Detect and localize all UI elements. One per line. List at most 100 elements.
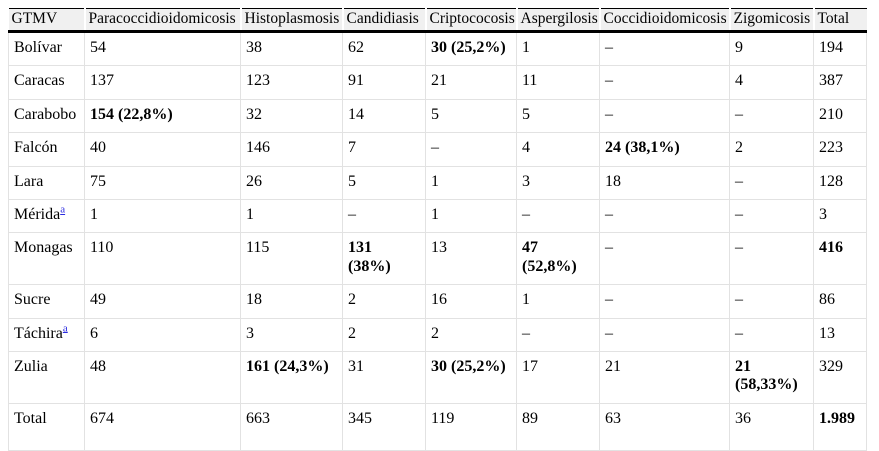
- table-row-merida: Méridaa 1 1–1– – –3: [8, 198, 867, 234]
- table-cell: 345: [342, 402, 426, 451]
- row-label: Falcón: [8, 132, 85, 167]
- table-cell: 54: [84, 30, 241, 67]
- row-label: Táchiraa: [8, 317, 85, 352]
- table-body: Bolívar 54 38 62 30 (25,2%) 1–9 194 Caracas 137 1…: [8, 30, 867, 451]
- table-cell: 115: [240, 232, 343, 286]
- row-label: Méridaa: [8, 198, 85, 234]
- table-cell: 24 (38,1%): [599, 132, 730, 167]
- table-cell: 1: [425, 198, 517, 234]
- table-cell: 4: [516, 132, 600, 167]
- column-header-candidiasis: Candidiasis: [341, 8, 427, 33]
- row-label: Zulia: [8, 350, 85, 404]
- table-header: GTMV Paracoccidioidomicosis Histoplasmosis…: [8, 8, 867, 33]
- table-cell: 49: [84, 284, 241, 319]
- footnote-link[interactable]: a: [60, 203, 66, 216]
- row-label-text: Falcón: [14, 139, 58, 157]
- table-cell: 416: [813, 232, 867, 286]
- table-cell: 1: [516, 30, 600, 67]
- table-row-monagas: Monagas 110 115 131 (38%) 13 47 (52,8%) – –416: [8, 232, 867, 286]
- table-cell: 128: [813, 165, 867, 200]
- table-cell: 154 (22,8%): [84, 98, 241, 134]
- table-row-bolivar: Bolívar 54 38 62 30 (25,2%) 1–9 194: [8, 30, 867, 67]
- table-row-carabobo: Carabobo 154 (22,8%) 32 14 5 5– –210: [8, 98, 867, 134]
- table-cell: –: [599, 98, 730, 134]
- column-header-gtmv: GTMV: [8, 8, 86, 33]
- row-label-text: Caracas: [14, 72, 65, 90]
- row-label-text: Lara: [14, 172, 44, 190]
- table-cell: 5: [425, 98, 517, 134]
- table-cell: 6: [84, 317, 241, 352]
- column-header-coccidioidomicosis: Coccidioidomicosis: [598, 8, 731, 33]
- table-cell: –: [729, 284, 814, 319]
- table-row-zulia: Zulia 48 161 (24,3%) 31 30 (25,2%) 17 21 21 (58…: [8, 350, 867, 404]
- header-row: GTMV Paracoccidioidomicosis Histoplasmosis…: [8, 8, 867, 33]
- table-cell: 75: [84, 165, 241, 200]
- row-label: Total: [8, 402, 85, 451]
- table-cell: 2: [342, 284, 426, 319]
- footnote-marker: a: [60, 204, 65, 216]
- footnote-link[interactable]: a: [62, 322, 68, 335]
- table-cell: 18: [240, 284, 343, 319]
- table-cell: 123: [240, 65, 343, 100]
- table-cell: 223: [813, 132, 867, 167]
- table-cell: 30 (25,2%): [425, 30, 517, 67]
- table-row-caracas: Caracas 137 123 91 21 11–4 387: [8, 65, 867, 100]
- table-cell: –: [599, 30, 730, 67]
- table-cell: 146: [240, 132, 343, 167]
- table-cell: 38: [240, 30, 343, 67]
- row-label-text: Táchira: [14, 324, 63, 342]
- table-cell: 21: [599, 350, 730, 404]
- table-cell: 161 (24,3%): [240, 350, 343, 404]
- table-cell: 2: [425, 317, 517, 352]
- journal-table-page: GTMV Paracoccidioidomicosis Histoplasmosis…: [8, 8, 867, 451]
- mycosis-by-state-table: GTMV Paracoccidioidomicosis Histoplasmosis…: [8, 8, 867, 451]
- table-cell: 11: [516, 65, 600, 100]
- table-cell: 110: [84, 232, 241, 286]
- row-label-text: Monagas: [14, 239, 73, 257]
- table-cell: 91: [342, 65, 426, 100]
- column-header-zigomicosis: Zigomicosis: [728, 8, 815, 33]
- table-cell: 1: [516, 284, 600, 319]
- table-cell: 47 (52,8%): [516, 232, 600, 286]
- table-cell: 18: [599, 165, 730, 200]
- row-label-text: Mérida: [14, 205, 61, 223]
- table-cell: 13: [813, 317, 867, 352]
- table-cell: 131 (38%): [342, 232, 426, 286]
- table-row-tachira: Táchiraa 6 3 2 2– – –13: [8, 317, 867, 352]
- table-cell: 137: [84, 65, 241, 100]
- column-header-criptococosis: Criptococosis: [424, 8, 518, 33]
- table-cell: 26: [240, 165, 343, 200]
- table-row-sucre: Sucre 49 18 2 16 1– –86: [8, 284, 867, 319]
- row-label: Bolívar: [8, 30, 85, 67]
- table-cell: –: [599, 198, 730, 234]
- table-cell: 387: [813, 65, 867, 100]
- table-cell: –: [729, 98, 814, 134]
- row-label-text: Total: [14, 409, 47, 427]
- table-cell: 48: [84, 350, 241, 404]
- table-cell: 40: [84, 132, 241, 167]
- table-cell: –: [599, 284, 730, 319]
- table-cell: 7: [342, 132, 426, 167]
- table-cell: 63: [599, 402, 730, 451]
- table-row-total: Total 674 663 345 119 89 63 36 1.989: [8, 402, 867, 451]
- table-cell: 2: [729, 132, 814, 167]
- table-cell: 21: [425, 65, 517, 100]
- table-cell: –: [729, 198, 814, 234]
- table-cell: 194: [813, 30, 867, 67]
- table-cell: 3: [813, 198, 867, 234]
- column-header-total: Total: [812, 8, 867, 33]
- row-label-text: Zulia: [14, 357, 48, 375]
- row-label-text: Bolívar: [14, 39, 62, 56]
- table-cell: 3: [516, 165, 600, 200]
- table-cell: –: [729, 232, 814, 286]
- table-cell: 30 (25,2%): [425, 350, 517, 404]
- table-cell: –: [599, 317, 730, 352]
- table-cell: 13: [425, 232, 517, 286]
- footnote-marker: a: [63, 322, 68, 334]
- table-cell: 674: [84, 402, 241, 451]
- row-label: Caracas: [8, 65, 85, 100]
- table-cell: 5: [516, 98, 600, 134]
- row-label: Carabobo: [8, 98, 85, 134]
- row-label: Lara: [8, 165, 85, 200]
- table-cell: 21 (58,33%): [729, 350, 814, 404]
